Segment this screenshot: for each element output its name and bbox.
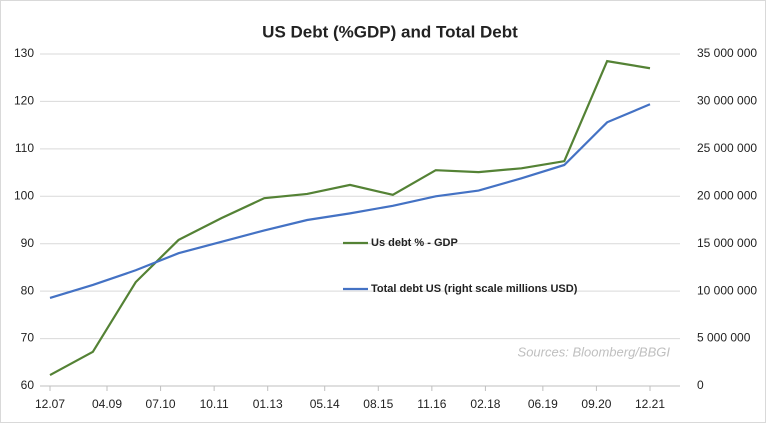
y2-tick-label: 15 000 000: [697, 236, 757, 250]
y2-tick-label: 10 000 000: [697, 283, 757, 297]
x-tick-label: 10.11: [200, 397, 229, 411]
x-tick-label: 12.21: [635, 397, 665, 411]
y-tick-label: 80: [21, 283, 35, 297]
y2-tick-label: 20 000 000: [697, 188, 757, 202]
x-tick-label: 02.18: [470, 397, 500, 411]
x-tick-label: 06.19: [528, 397, 558, 411]
y2-tick-label: 0: [697, 378, 704, 392]
y-tick-label: 70: [21, 331, 35, 345]
x-tick-label: 07.10: [146, 397, 176, 411]
y-tick-label: 130: [14, 46, 34, 60]
legend-label: Total debt US (right scale millions USD): [371, 283, 578, 295]
x-tick-label: 09.20: [581, 397, 611, 411]
y-tick-label: 120: [14, 94, 34, 108]
annotation: Sources: Bloomberg/BBGI: [518, 344, 671, 359]
y-tick-label: 90: [21, 236, 35, 250]
y2-tick-label: 25 000 000: [697, 141, 757, 155]
x-tick-label: 04.09: [92, 397, 122, 411]
x-tick-label: 12.07: [35, 397, 65, 411]
y2-tick-label: 35 000 000: [697, 46, 757, 60]
y-tick-label: 110: [15, 141, 34, 155]
y2-tick-label: 5 000 000: [697, 331, 751, 345]
legend-label: Us debt % - GDP: [371, 237, 458, 249]
x-tick-label: 08.15: [363, 397, 393, 411]
chart-title: US Debt (%GDP) and Total Debt: [262, 22, 518, 41]
y-tick-label: 60: [21, 378, 35, 392]
y-tick-label: 100: [14, 188, 34, 202]
x-tick-label: 01.13: [253, 397, 283, 411]
data-line: [49, 103, 651, 300]
x-tick-label: 11.16: [417, 397, 446, 411]
y2-tick-label: 30 000 000: [697, 94, 757, 108]
data-line: [49, 59, 651, 377]
x-tick-label: 05.14: [310, 397, 340, 411]
